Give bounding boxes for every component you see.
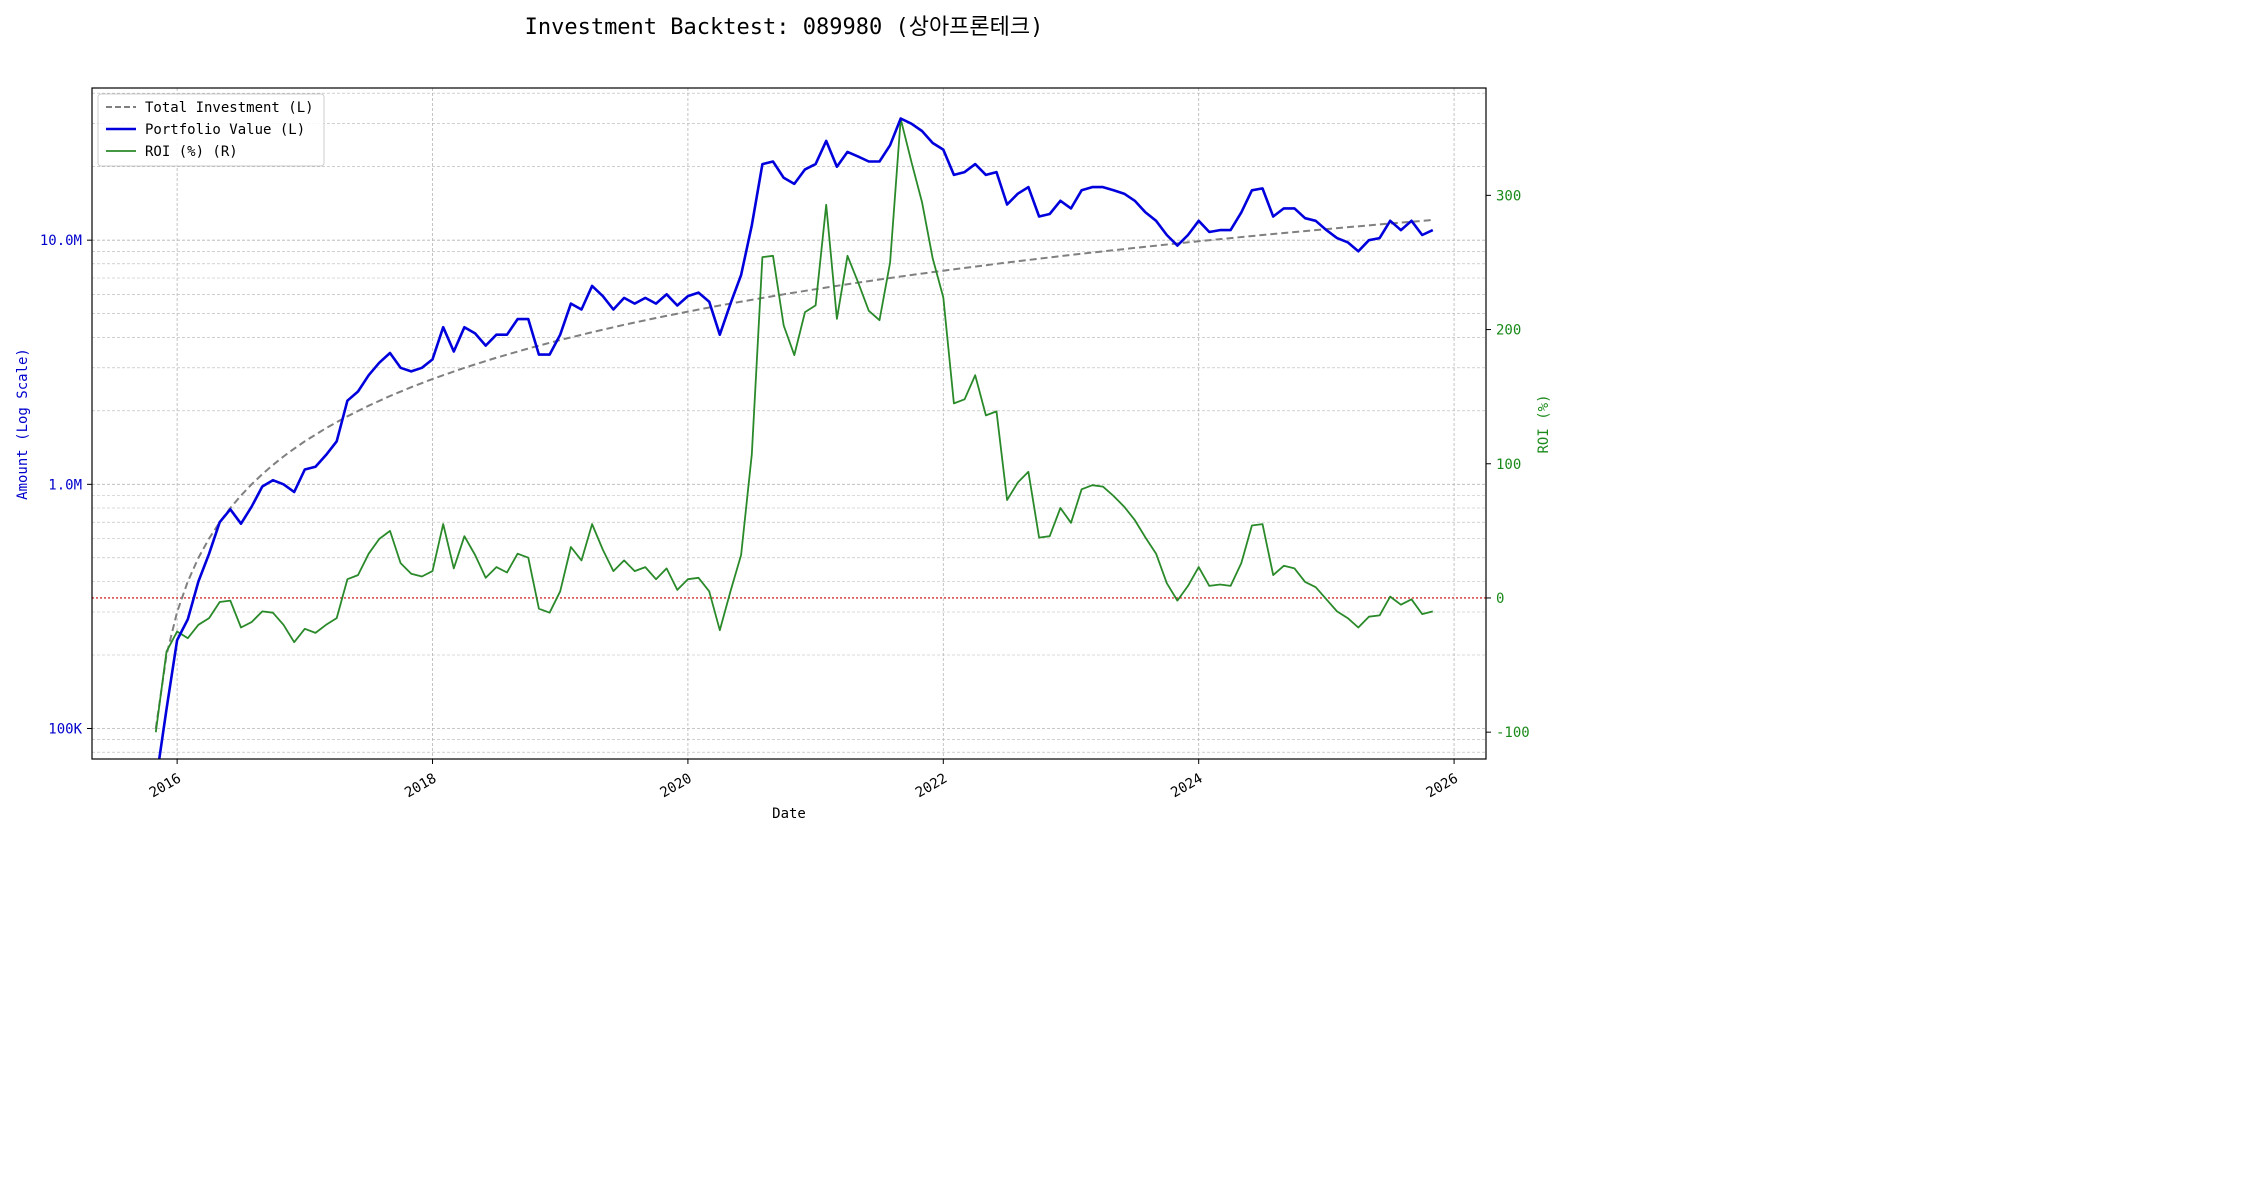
series-roi [154,118,1434,733]
axis-ticks: 2016 2018 2020 2022 2024 2026 100K 1.0M 10.0M -10… [40,188,1530,801]
series-layer [154,117,1434,759]
y-right-tick-label: 100 [1496,457,1521,473]
y-left-tick-label: 1.0M [48,477,82,493]
y-right-axis-label: ROI (%) [1536,394,1552,453]
x-tick-label: 2020 [658,771,695,802]
grid [92,88,1486,759]
y-right-tick-label: -100 [1496,725,1530,741]
y-left-tick-label: 100K [48,721,82,737]
legend-box [97,93,325,167]
x-axis-label: Date [772,806,806,822]
y-left-tick-label: 10.0M [40,233,82,249]
x-tick-label: 2026 [1424,771,1461,802]
x-tick-label: 2024 [1168,771,1205,802]
y-left-axis-label: Amount (Log Scale) [15,348,31,500]
y-right-tick-label: 300 [1496,188,1521,204]
plot-frame [91,87,1487,760]
legend-label-roi: ROI (%) (R) [145,144,238,160]
y-right-tick-label: 200 [1496,323,1521,339]
x-tick-label: 2018 [402,771,439,802]
legend-label-portfolio-value: Portfolio Value (L) [145,122,305,138]
legend-label-total-investment: Total Investment (L) [145,100,314,116]
chart-title: Investment Backtest: 089980 (상아프론테크) [525,15,1044,40]
x-tick-label: 2022 [913,771,950,802]
legend: Total Investment (L) Portfolio Value (L)… [97,93,325,167]
backtest-chart: Investment Backtest: 089980 (상아프론테크) 201… [15,15,1552,822]
y-right-tick-label: 0 [1496,591,1504,607]
series-portfolio-value [157,117,1434,759]
series-total-investment [154,219,1433,729]
x-tick-label: 2016 [147,771,184,802]
